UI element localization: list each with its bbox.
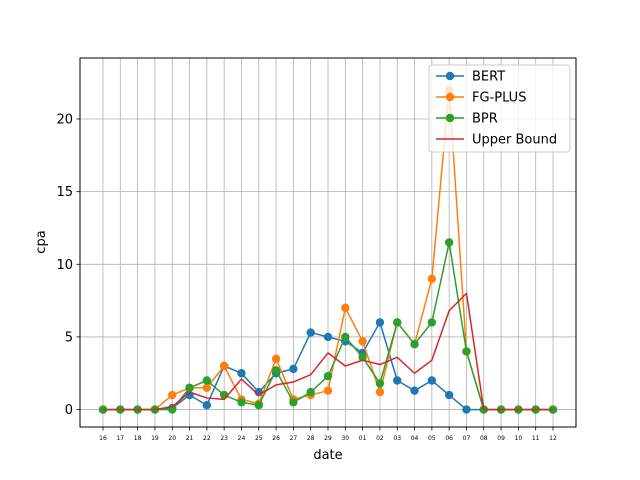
x-tick-label: 06: [445, 435, 453, 442]
x-tick-label: 03: [393, 435, 401, 442]
x-tick-label: 18: [134, 435, 142, 442]
y-axis-ticks: 0 5 10 15 20: [56, 113, 80, 418]
data-point-bpr: [462, 347, 471, 356]
legend-marker: [445, 71, 455, 81]
y-tick-label: 5: [65, 330, 73, 345]
data-point-bert: [289, 364, 298, 374]
data-point-bpr: [202, 376, 212, 385]
data-point-bpr: [375, 379, 385, 388]
y-tick-label: 15: [56, 185, 73, 200]
data-point-bpr: [185, 383, 194, 392]
series-line-upper-bound: [103, 292, 553, 411]
data-point-bpr: [289, 398, 298, 407]
legend-marker: [445, 92, 455, 102]
data-point-fg-plus: [168, 390, 177, 400]
x-tick-label: 09: [497, 435, 505, 442]
data-point-bpr: [254, 401, 263, 410]
data-point-bpr: [427, 318, 437, 327]
x-tick-label: 08: [480, 435, 488, 442]
x-tick-label: 28: [307, 435, 315, 442]
legend-label: BERT: [472, 70, 505, 85]
x-tick-label: 11: [532, 435, 540, 442]
x-tick-label: 01: [359, 435, 367, 442]
x-tick-label: 17: [116, 435, 124, 442]
legend-entry-upper-bound: Upper Bound: [436, 133, 557, 148]
y-axis-label: cpa: [34, 230, 49, 253]
data-point-bert: [462, 405, 471, 414]
data-point-fg-plus: [375, 387, 385, 397]
data-point-bert: [202, 401, 212, 410]
x-tick-label: 07: [463, 435, 471, 442]
legend-label: Upper Bound: [472, 133, 557, 148]
data-point-fg-plus: [341, 303, 350, 313]
x-tick-label: 30: [341, 435, 349, 442]
x-tick-label: 21: [186, 435, 194, 442]
series-upper-bound: [103, 292, 553, 411]
x-tick-label: 12: [549, 435, 557, 442]
legend-entry-bpr: BPR: [436, 112, 498, 127]
x-tick-label: 19: [151, 435, 159, 442]
legend-entry-bert: BERT: [436, 70, 505, 85]
x-tick-label: 25: [255, 435, 263, 442]
x-tick-label: 24: [238, 435, 246, 442]
x-tick-label: 16: [99, 435, 107, 442]
data-point-bpr: [393, 318, 402, 327]
x-tick-label: 22: [203, 435, 211, 442]
x-tick-label: 02: [376, 435, 384, 442]
data-point-bpr: [323, 371, 333, 381]
data-point-bpr: [237, 398, 246, 407]
data-point-bert: [237, 369, 246, 378]
y-tick-label: 10: [56, 258, 73, 273]
data-point-bert: [393, 376, 402, 385]
data-point-bert: [306, 328, 315, 337]
data-point-bpr: [358, 353, 367, 362]
y-tick-label: 0: [65, 403, 73, 418]
data-point-bert: [410, 386, 419, 395]
series-bpr: [98, 238, 558, 414]
data-point-bpr: [444, 238, 454, 247]
data-point-fg-plus: [271, 354, 281, 363]
x-tick-label: 26: [272, 435, 280, 442]
x-tick-label: 29: [324, 435, 332, 442]
data-point-bert: [444, 390, 454, 400]
x-tick-label: 10: [515, 435, 523, 442]
series-group: [98, 85, 558, 414]
data-point-fg-plus: [219, 361, 229, 371]
data-point-bert: [375, 318, 385, 327]
x-axis-ticks: 16 17 18 19 20 21 22 23 24 25 26 27 28 29 30 01 02 03 04 05…: [99, 427, 557, 442]
legend-box: [428, 64, 571, 153]
data-point-bpr: [410, 339, 419, 349]
data-point-bpr: [271, 366, 281, 375]
legend-label: FG-PLUS: [472, 91, 526, 106]
x-tick-label: 04: [411, 435, 419, 442]
data-point-fg-plus: [202, 383, 212, 392]
data-point-bpr: [306, 387, 315, 397]
data-point-bert: [427, 376, 437, 385]
y-tick-label: 20: [56, 113, 73, 128]
data-point-bpr: [341, 332, 350, 342]
x-tick-label: 05: [428, 435, 436, 442]
x-tick-label: 23: [220, 435, 228, 442]
legend: BERT FG-PLUS BPR Upper Bound: [428, 64, 571, 153]
x-axis-label: date: [313, 448, 342, 463]
data-point-fg-plus: [427, 274, 437, 284]
legend-entry-fg-plus: FG-PLUS: [436, 91, 526, 106]
grid: [80, 58, 576, 427]
data-point-fg-plus: [358, 337, 367, 346]
data-point-bert: [323, 332, 333, 342]
x-tick-label: 27: [290, 435, 298, 442]
data-point-fg-plus: [323, 386, 333, 395]
legend-label: BPR: [472, 112, 498, 127]
x-tick-label: 20: [168, 435, 176, 442]
legend-marker: [445, 113, 455, 123]
